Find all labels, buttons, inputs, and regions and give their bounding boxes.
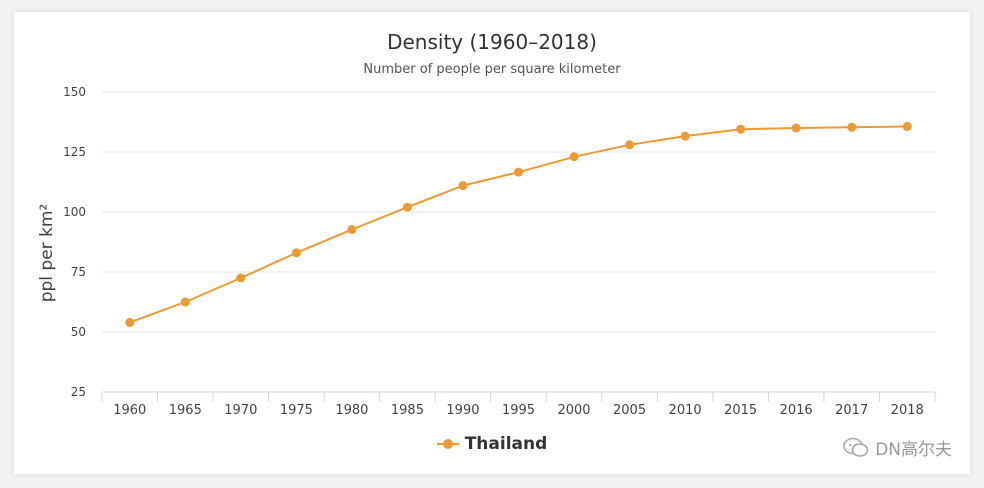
watermark: DN高尔夫 [843, 435, 952, 460]
x-tick-label: 1990 [446, 403, 479, 418]
x-tick-label: 1985 [391, 403, 424, 418]
data-point [291, 248, 301, 258]
line-chart: 25 50 75 100 125 150 1960 1965 1970 1975 1980 1985… [37, 85, 936, 418]
data-point [902, 122, 912, 132]
data-point [847, 122, 857, 132]
data-point [514, 167, 523, 177]
data-point [569, 152, 579, 162]
x-tick-label: 2016 [780, 403, 813, 418]
data-point [402, 202, 412, 212]
x-tick-label: 2017 [835, 403, 868, 418]
y-tick-label: 75 [71, 265, 86, 279]
x-tick-label: 2005 [613, 403, 646, 418]
x-tick-label: 1965 [169, 403, 202, 418]
data-point [236, 273, 246, 283]
legend-label: Thailand [464, 434, 548, 454]
x-tick-label: 2018 [891, 403, 924, 418]
x-tick-label: 1995 [502, 403, 535, 418]
series-thailand [125, 122, 912, 327]
legend[interactable]: Thailand [14, 434, 970, 454]
x-tick-label: 1970 [224, 403, 257, 418]
data-point [180, 297, 190, 307]
chart-card: Density (1960–2018) Number of people per… [14, 12, 970, 474]
data-point [347, 225, 357, 235]
x-tick-label: 1975 [280, 403, 313, 418]
y-tick-label: 125 [63, 145, 86, 159]
x-tick-label: 2000 [557, 403, 590, 418]
data-point [625, 140, 635, 150]
wechat-icon [843, 437, 869, 457]
data-point [791, 123, 801, 133]
data-point [458, 181, 468, 191]
x-tick-label: 1980 [335, 403, 368, 418]
x-tick-label: 2010 [669, 403, 702, 418]
watermark-text: DN高尔夫 [875, 440, 952, 460]
data-point [736, 124, 746, 134]
x-tick-label: 1960 [113, 403, 146, 418]
chart-subtitle: Number of people per square kilometer [363, 62, 621, 77]
y-tick-label: 100 [63, 205, 86, 219]
grid-lines [102, 91, 935, 333]
y-tick-label: 25 [71, 385, 86, 399]
y-tick-label: 50 [71, 325, 86, 339]
y-axis-label: ppl per km² [37, 204, 57, 303]
y-tick-label: 150 [63, 85, 86, 99]
data-point [680, 131, 690, 141]
x-tick-label: 2015 [724, 403, 757, 418]
y-tick-labels: 25 50 75 100 125 150 [63, 85, 86, 399]
series-line [129, 125, 908, 324]
chart-title: Density (1960–2018) [387, 30, 597, 54]
x-axis: 1960 1965 1970 1975 1980 1985 1990 1995 2000 2005… [101, 391, 936, 418]
data-point [125, 317, 135, 327]
legend-marker [436, 438, 459, 450]
